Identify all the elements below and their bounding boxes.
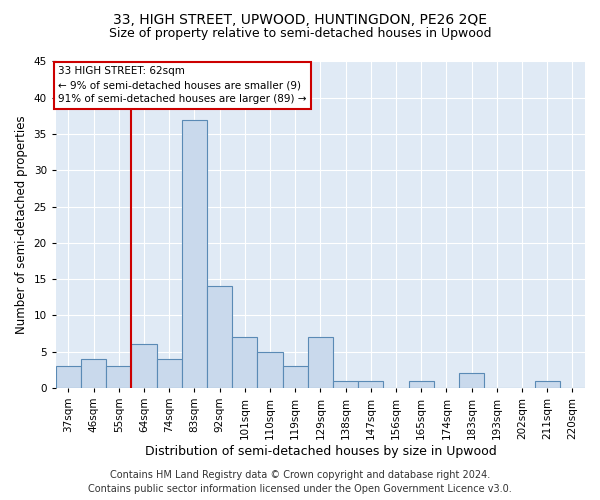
Bar [459,374,484,388]
Text: Size of property relative to semi-detached houses in Upwood: Size of property relative to semi-detach… [109,28,491,40]
Text: Contains HM Land Registry data © Crown copyright and database right 2024.
Contai: Contains HM Land Registry data © Crown c… [88,470,512,494]
Bar [333,380,358,388]
X-axis label: Distribution of semi-detached houses by size in Upwood: Distribution of semi-detached houses by … [145,444,496,458]
Bar [257,352,283,388]
Bar [358,380,383,388]
Bar [535,380,560,388]
Bar [106,366,131,388]
Bar [409,380,434,388]
Bar [232,337,257,388]
Text: 33 HIGH STREET: 62sqm
← 9% of semi-detached houses are smaller (9)
91% of semi-d: 33 HIGH STREET: 62sqm ← 9% of semi-detac… [58,66,307,104]
Y-axis label: Number of semi-detached properties: Number of semi-detached properties [15,116,28,334]
Bar [56,366,81,388]
Bar [81,359,106,388]
Bar [308,337,333,388]
Bar [207,286,232,388]
Text: 33, HIGH STREET, UPWOOD, HUNTINGDON, PE26 2QE: 33, HIGH STREET, UPWOOD, HUNTINGDON, PE2… [113,12,487,26]
Bar [157,359,182,388]
Bar [182,120,207,388]
Bar [131,344,157,388]
Bar [283,366,308,388]
